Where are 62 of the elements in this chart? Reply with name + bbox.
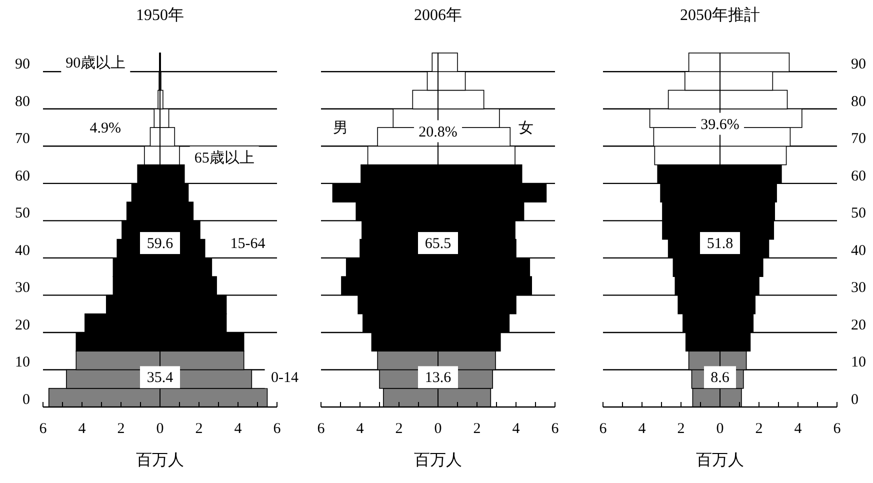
annotation: 51.8 <box>706 236 734 252</box>
annotation: 15-64 <box>230 236 266 252</box>
annotation: 13.6 <box>424 370 452 386</box>
x-tick-label: 6 <box>39 421 48 437</box>
chart-title: 1950年 <box>136 7 184 24</box>
annotation: 4.9% <box>90 120 122 137</box>
x-tick-label: 4 <box>234 421 242 437</box>
annotation: 65.5 <box>424 236 452 252</box>
x-tick-label: 0 <box>156 421 164 437</box>
annotation: 8.6 <box>710 370 730 386</box>
annotation: 59.6 <box>146 236 174 252</box>
x-tick-label: 4 <box>78 421 86 437</box>
y-tick-label: 0 <box>22 392 30 408</box>
y-tick-label: 20 <box>851 317 866 334</box>
y-tick-label: 80 <box>15 94 30 110</box>
y-tick-label: 70 <box>15 131 30 148</box>
x-tick-label: 2 <box>473 421 481 437</box>
annotation: 0-14 <box>271 370 300 386</box>
x-tick-label: 4 <box>794 421 802 437</box>
y-tick-label: 40 <box>851 242 866 259</box>
y-tick-label: 10 <box>15 354 30 371</box>
annotation: 女 <box>518 120 534 137</box>
x-tick-label: 6 <box>551 421 560 437</box>
y-tick-label: 90 <box>15 56 30 73</box>
x-tick-label: 2 <box>395 421 403 437</box>
y-tick-label: 50 <box>851 206 866 222</box>
y-tick-label: 0 <box>851 392 858 408</box>
x-tick-label: 2 <box>195 421 203 437</box>
y-tick-label: 20 <box>15 317 30 334</box>
y-tick-label: 60 <box>15 168 30 184</box>
x-axis-title: 百万人 <box>414 452 462 469</box>
y-tick-label: 90 <box>851 56 866 73</box>
annotation: 男 <box>333 120 348 137</box>
x-tick-label: 2 <box>117 421 125 437</box>
x-tick-label: 4 <box>512 421 520 437</box>
x-tick-label: 6 <box>273 421 282 437</box>
x-tick-label: 2 <box>677 421 685 437</box>
annotation: 39.6% <box>700 116 740 133</box>
x-tick-label: 2 <box>755 421 763 437</box>
y-tick-label: 30 <box>851 280 866 296</box>
y-tick-label: 70 <box>851 131 866 148</box>
annotation: 35.4 <box>146 370 174 386</box>
chart-title: 2050年推計 <box>680 6 760 24</box>
y-tick-label: 10 <box>851 354 866 371</box>
x-tick-label: 4 <box>638 421 646 437</box>
x-tick-label: 6 <box>317 421 326 437</box>
x-tick-label: 6 <box>599 421 608 437</box>
y-tick-label: 80 <box>851 94 866 110</box>
x-tick-label: 4 <box>356 421 364 437</box>
x-tick-label: 0 <box>434 421 442 437</box>
annotation: 20.8% <box>418 124 458 140</box>
x-axis-title: 百万人 <box>696 452 744 469</box>
chart-title: 2006年 <box>414 7 462 24</box>
x-tick-label: 6 <box>833 421 842 437</box>
x-tick-label: 0 <box>716 421 724 437</box>
y-tick-label: 60 <box>851 168 866 184</box>
y-tick-label: 30 <box>15 280 30 296</box>
y-tick-label: 40 <box>15 242 30 259</box>
x-axis-title: 百万人 <box>136 452 184 469</box>
annotation: 65歳以上 <box>194 149 254 166</box>
y-tick-label: 50 <box>15 206 30 222</box>
annotation: 90歳以上 <box>66 54 126 72</box>
